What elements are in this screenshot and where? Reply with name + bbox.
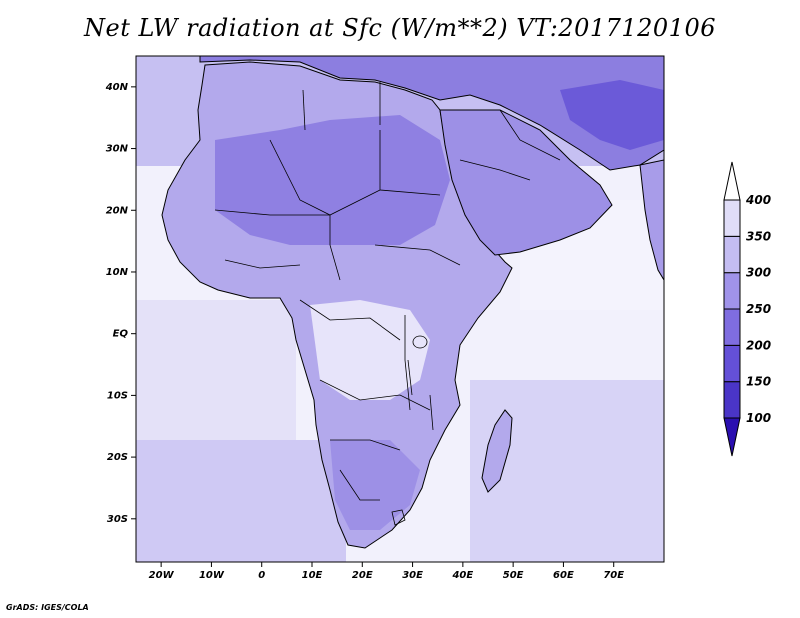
colorbar-legend: 100 150 200 250 300 350 400 [723, 161, 771, 457]
colorbar-band [723, 344, 741, 383]
colorbar-label: 400 [745, 193, 771, 207]
y-tick-label: 30N [106, 144, 129, 155]
lake-victoria [412, 335, 428, 349]
colorbar-min-arrow [723, 417, 741, 457]
colorbar-band [723, 381, 741, 419]
x-tick-label: 10E [302, 570, 323, 581]
atlantic-band [136, 300, 296, 440]
x-tick-label: 30E [402, 570, 423, 581]
colorbar-band [723, 199, 741, 237]
country-borders [214, 82, 561, 501]
lake-malawi [429, 394, 434, 431]
lesotho-border [391, 509, 406, 526]
y-tick-label: EQ [113, 329, 129, 340]
y-tick-label: 30S [107, 514, 128, 525]
south-atlantic-band [136, 440, 346, 562]
eurasia-landmass [199, 56, 664, 171]
arabia-landmass [439, 109, 613, 256]
colorbar-label: 150 [746, 375, 771, 389]
x-tick-label: 40E [451, 570, 473, 581]
colorbar-band [723, 308, 741, 346]
colorbar-label: 250 [746, 302, 771, 316]
y-tick-label: 20S [107, 452, 128, 463]
x-tick-label: 50E [503, 570, 524, 581]
colorbar-label: 300 [746, 266, 771, 280]
x-axis: 20W 10W 0 10E 20E 30E 40E 50E 60E 70E [149, 562, 624, 581]
chart-title: Net LW radiation at Sfc (W/m**2) VT:2017… [84, 14, 716, 42]
y-axis: 40N 30N 20N 10N EQ 10S 20S 30S [105, 82, 136, 525]
y-tick-label: 10S [107, 390, 128, 401]
southern-africa-shade [330, 440, 420, 530]
colorbar-label: 350 [746, 229, 771, 243]
x-tick-label: 60E [553, 570, 574, 581]
colorbar-max-arrow [723, 161, 741, 201]
y-tick-label: 20N [106, 205, 129, 216]
x-tick-label: 20E [352, 570, 373, 581]
x-tick-label: 10W [199, 570, 225, 581]
x-tick-label: 70E [603, 570, 624, 581]
lake-tanganyika [407, 359, 413, 396]
colorbar-label: 100 [746, 411, 771, 425]
x-tick-label: 0 [258, 570, 265, 581]
madagascar-landmass [481, 409, 513, 493]
y-tick-label: 40N [105, 82, 129, 93]
india-landmass [639, 159, 664, 281]
colorbar-band [723, 272, 741, 310]
colorbar-label: 200 [746, 338, 771, 352]
plot-frame [135, 55, 665, 563]
iran-shade [560, 80, 664, 150]
colorbar-band [723, 235, 741, 274]
y-tick-label: 10N [106, 267, 129, 278]
central-africa-shade [310, 300, 430, 400]
x-tick-label: 20W [149, 570, 175, 581]
credit-label: GrADS: IGES/COLA [6, 603, 89, 612]
